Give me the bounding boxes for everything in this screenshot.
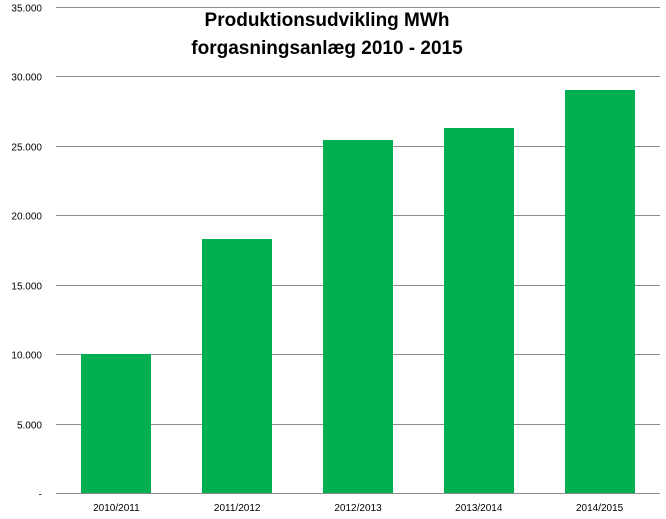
bar-2013-2014	[444, 128, 514, 493]
x-tick-label: 2014/2015	[576, 503, 624, 514]
y-axis-ticks: - 5.000 10.000 15.000 20.000 25.000 30.000 35.0…	[11, 4, 42, 501]
bars	[81, 90, 635, 493]
bar-2014-2015	[565, 90, 635, 493]
bar-2011-2012	[202, 239, 272, 493]
y-tick-label: -	[39, 490, 42, 501]
chart-title-line-1: Produktionsudvikling MWh	[205, 10, 450, 31]
bar-2012-2013	[323, 140, 393, 493]
y-tick-label: 20.000	[11, 212, 42, 223]
x-tick-label: 2012/2013	[334, 503, 382, 514]
y-tick-label: 5.000	[17, 421, 42, 432]
bar-2010-2011	[81, 354, 151, 493]
y-tick-label: 35.000	[11, 4, 42, 15]
x-tick-label: 2010/2011	[93, 503, 140, 514]
chart-title-line-2: forgasningsanlæg 2010 - 2015	[191, 38, 463, 59]
y-tick-label: 15.000	[11, 282, 42, 293]
y-tick-label: 10.000	[11, 351, 42, 362]
y-tick-label: 30.000	[11, 73, 42, 84]
x-axis-ticks: 2010/2011 2011/2012 2012/2013 2013/2014 2014…	[93, 503, 624, 514]
x-tick-label: 2013/2014	[455, 503, 503, 514]
x-tick-label: 2011/2012	[214, 503, 261, 514]
y-tick-label: 25.000	[11, 143, 42, 154]
